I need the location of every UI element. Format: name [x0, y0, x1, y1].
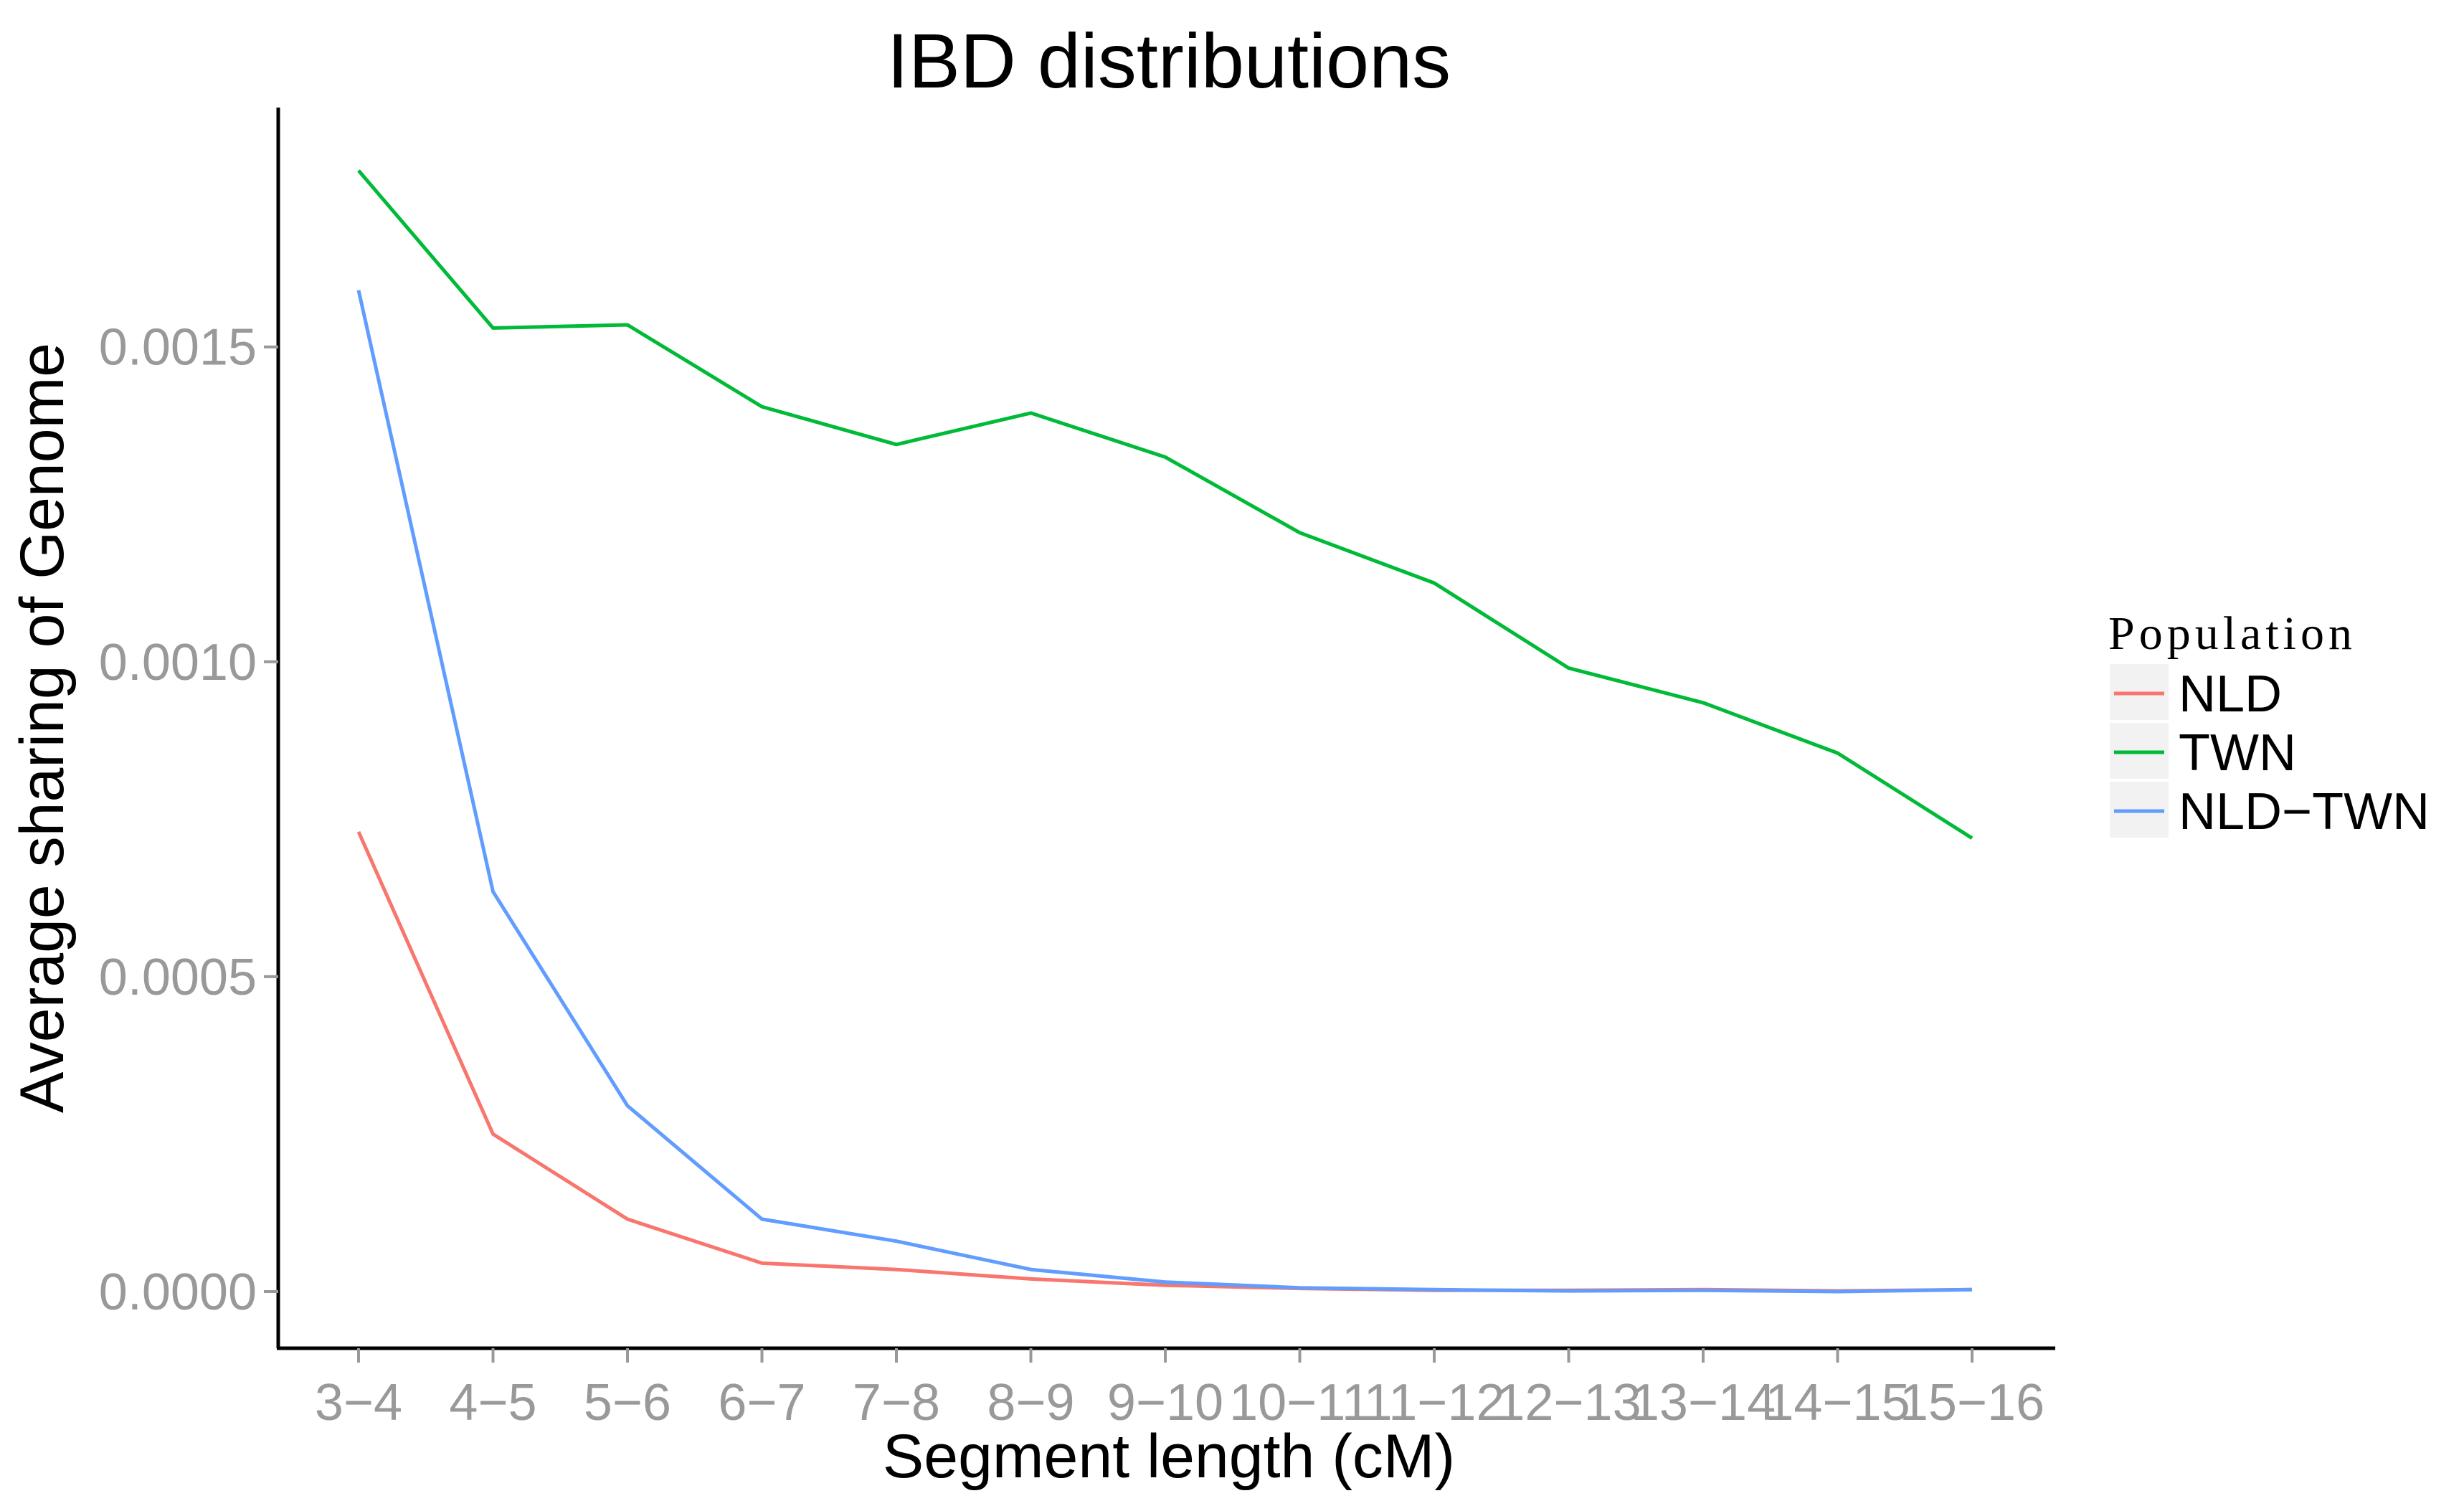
x-axis-title: Segment length (cM)	[883, 1422, 1455, 1491]
legend-label-twn: TWN	[2179, 724, 2296, 782]
x-tick-label: 7−8	[853, 1374, 940, 1431]
y-tick-label: 0.0005	[99, 949, 257, 1006]
x-tick-label: 6−7	[718, 1374, 805, 1431]
y-tick-label: 0.0010	[99, 634, 257, 691]
legend-title: Population	[2108, 607, 2356, 660]
x-tick-label: 13−14	[1631, 1374, 1776, 1431]
legend-label-nld: NLD	[2179, 666, 2282, 723]
series-line-twn	[357, 169, 1973, 840]
y-axis-title: Average sharing of Genome	[8, 343, 77, 1113]
x-tick-label: 10−11	[1229, 1374, 1370, 1431]
x-tick-label: 12−13	[1496, 1374, 1641, 1431]
x-tick-label: 5−6	[584, 1374, 671, 1431]
x-tick-label: 14−15	[1765, 1374, 1910, 1431]
y-tick-label: 0.0000	[99, 1264, 257, 1321]
x-tick-label: 9−10	[1107, 1374, 1223, 1431]
x-tick-label: 8−9	[987, 1374, 1074, 1431]
plot-area: 0.0000 0.0005 0.0010 0.0015 3−4 4−5 5−6 6−7 7−8 8…	[99, 108, 2055, 1431]
chart-title: IBD distributions	[887, 17, 1451, 104]
series-line-nld-twn	[356, 290, 1973, 1294]
x-tick-label: 11−12	[1364, 1374, 1505, 1431]
legend-label-nld-twn: NLD−TWN	[2179, 783, 2430, 840]
x-tick-label: 4−5	[449, 1374, 536, 1431]
y-tick-label: 0.0015	[99, 319, 257, 376]
x-tick-label: 15−16	[1900, 1374, 2044, 1431]
x-tick-label: 3−4	[315, 1374, 402, 1431]
